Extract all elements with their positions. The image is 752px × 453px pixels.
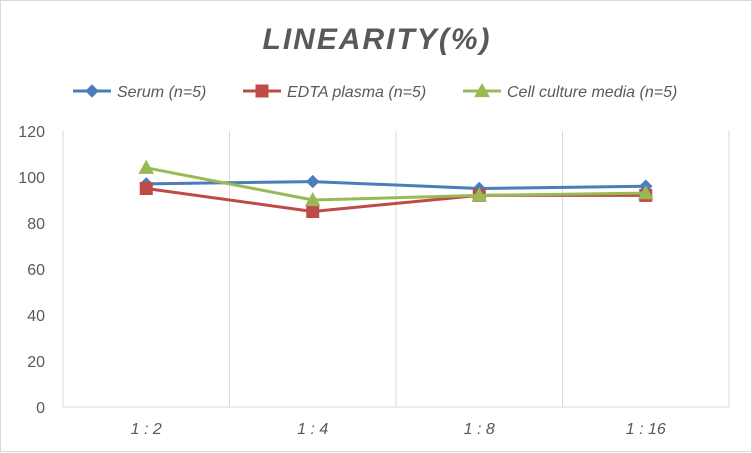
series-3: [138, 159, 654, 207]
legend-label: Serum (n=5): [117, 84, 206, 101]
legend-item: EDTA plasma (n=5): [243, 84, 426, 101]
x-tick-label: 1 : 16: [626, 421, 666, 438]
data-point: [471, 187, 488, 202]
x-tick-label: 1 : 4: [297, 421, 328, 438]
data-point: [139, 182, 153, 195]
y-tick-label: 120: [18, 124, 45, 141]
series-group: [138, 159, 654, 218]
legend: Serum (n=5) EDTA plasma (n=5) Cell culture…: [73, 82, 677, 101]
legend-marker: [255, 84, 269, 98]
chart-title: LINEARITY(%): [263, 23, 492, 56]
x-tick-label: 1 : 8: [464, 421, 495, 438]
legend-marker: [474, 82, 490, 98]
y-tick-label: 60: [27, 262, 45, 279]
legend-label: EDTA plasma (n=5): [287, 84, 426, 101]
y-tick-label: 100: [18, 170, 45, 187]
legend-label: Cell culture media (n=5): [507, 84, 677, 101]
data-point: [637, 185, 654, 200]
data-point: [306, 174, 320, 189]
x-tick-label: 1 : 2: [131, 421, 162, 438]
legend-item: Cell culture media (n=5): [463, 82, 677, 101]
x-axis-ticks: 1 : 2 1 : 4 1 : 8 1 : 16: [131, 421, 666, 438]
y-tick-label: 20: [27, 354, 45, 371]
data-point: [138, 159, 155, 174]
data-point: [304, 191, 321, 207]
y-tick-label: 40: [27, 308, 45, 325]
y-tick-label: 80: [27, 216, 45, 233]
data-point: [306, 205, 320, 218]
series-line: [145, 166, 646, 202]
gridlines: [62, 131, 730, 408]
y-tick-label: 0: [36, 400, 45, 417]
y-axis-ticks: 0 20 40 60 80 100 120: [18, 124, 45, 417]
legend-item: Serum (n=5): [73, 84, 206, 101]
legend-marker: [85, 84, 99, 98]
